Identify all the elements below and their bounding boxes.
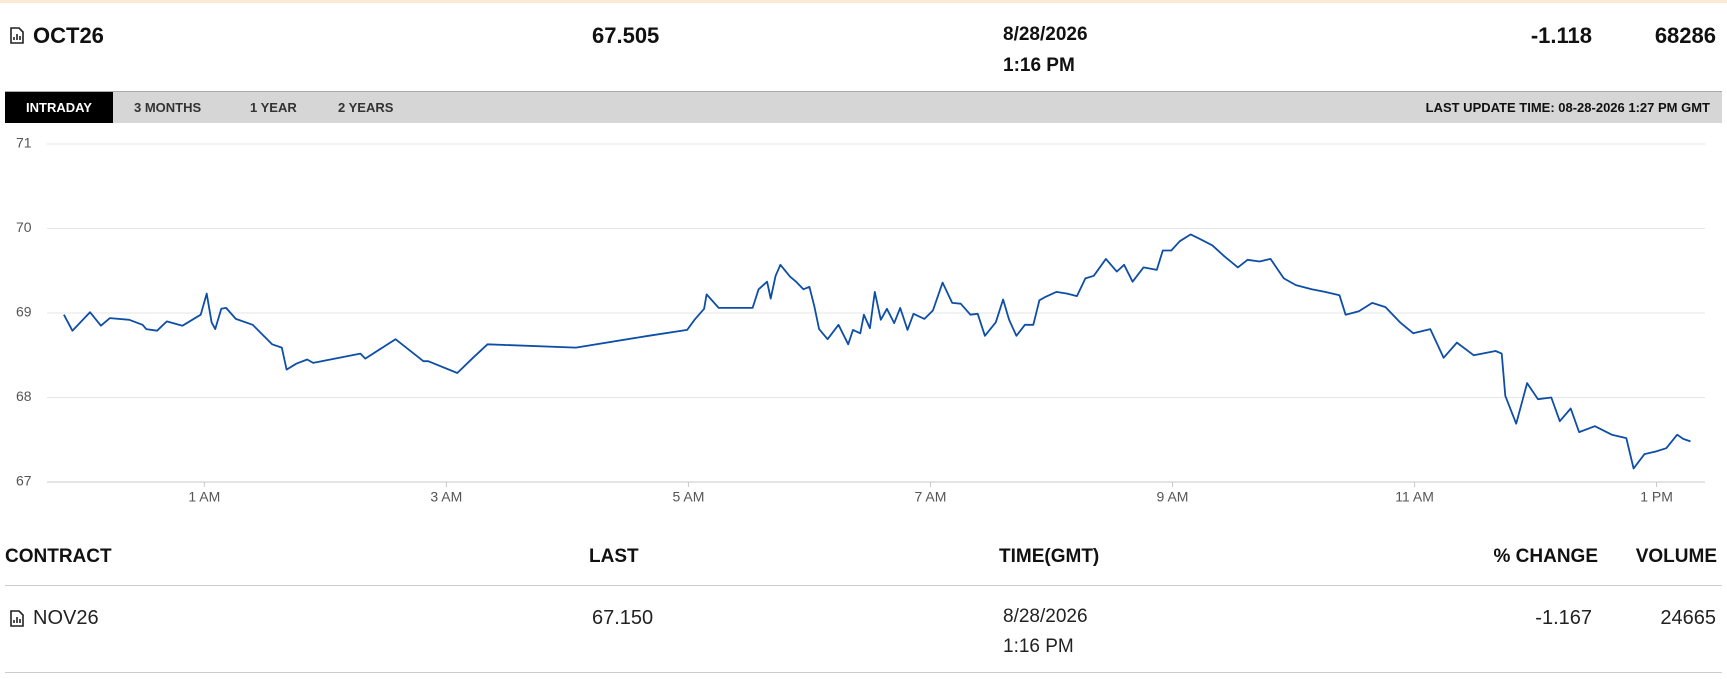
tab[interactable]: 1 YEAR — [250, 100, 297, 115]
x-tick-label: 11 AM — [1395, 489, 1434, 505]
row-date: 8/28/2026 — [1003, 606, 1088, 627]
x-tick-label: 9 AM — [1157, 489, 1189, 505]
y-tick-label: 69 — [16, 304, 32, 320]
tab[interactable]: 2 YEARS — [338, 100, 394, 115]
header-last: 67.505 — [592, 23, 660, 48]
price-line — [63, 233, 1691, 470]
x-tick-label: 1 AM — [188, 489, 220, 505]
header-change: -1.118 — [1530, 23, 1592, 48]
x-tick-label: 7 AM — [915, 489, 947, 505]
column-header: % CHANGE — [1493, 546, 1598, 567]
x-tick-label: 1 PM — [1640, 489, 1673, 505]
x-tick-label: 5 AM — [672, 489, 704, 505]
column-header: VOLUME — [1635, 546, 1717, 567]
column-header: CONTRACT — [5, 546, 112, 567]
tab-bar: INTRADAY 3 MONTHS 1 YEAR 2 YEARS LAST UP… — [5, 91, 1722, 123]
tab[interactable]: 3 MONTHS — [134, 100, 202, 115]
header-time: 1:16 PM — [1003, 55, 1075, 76]
header-volume: 68286 — [1654, 23, 1716, 48]
y-tick-label: 67 — [16, 473, 32, 489]
x-tick-label: 3 AM — [430, 489, 462, 505]
last-update: LAST UPDATE TIME: 08-28-2026 1:27 PM GMT — [1425, 100, 1710, 115]
header-contract: OCT26 — [33, 23, 104, 48]
column-header: LAST — [589, 546, 639, 567]
y-tick-label: 71 — [16, 135, 32, 151]
row-last: 67.150 — [592, 607, 654, 629]
row-time: 1:16 PM — [1003, 636, 1074, 657]
chart: 67 68 69 70 71 1 AM 3 AM 5 AM 7 AM 9 AM 11 AM 1 PM — [16, 135, 1705, 505]
divider — [5, 585, 1722, 586]
tab[interactable]: INTRADAY — [5, 92, 113, 123]
header-date: 8/28/2026 — [1003, 24, 1088, 45]
contract-icon — [10, 27, 24, 44]
y-tick-label: 70 — [16, 219, 32, 235]
row-volume: 24665 — [1660, 607, 1716, 629]
divider — [5, 672, 1722, 673]
column-header: TIME(GMT) — [999, 546, 1100, 567]
contract-icon — [10, 610, 24, 627]
row-contract[interactable]: NOV26 — [33, 607, 99, 629]
row-change: -1.167 — [1535, 607, 1592, 629]
y-tick-label: 68 — [16, 388, 32, 404]
